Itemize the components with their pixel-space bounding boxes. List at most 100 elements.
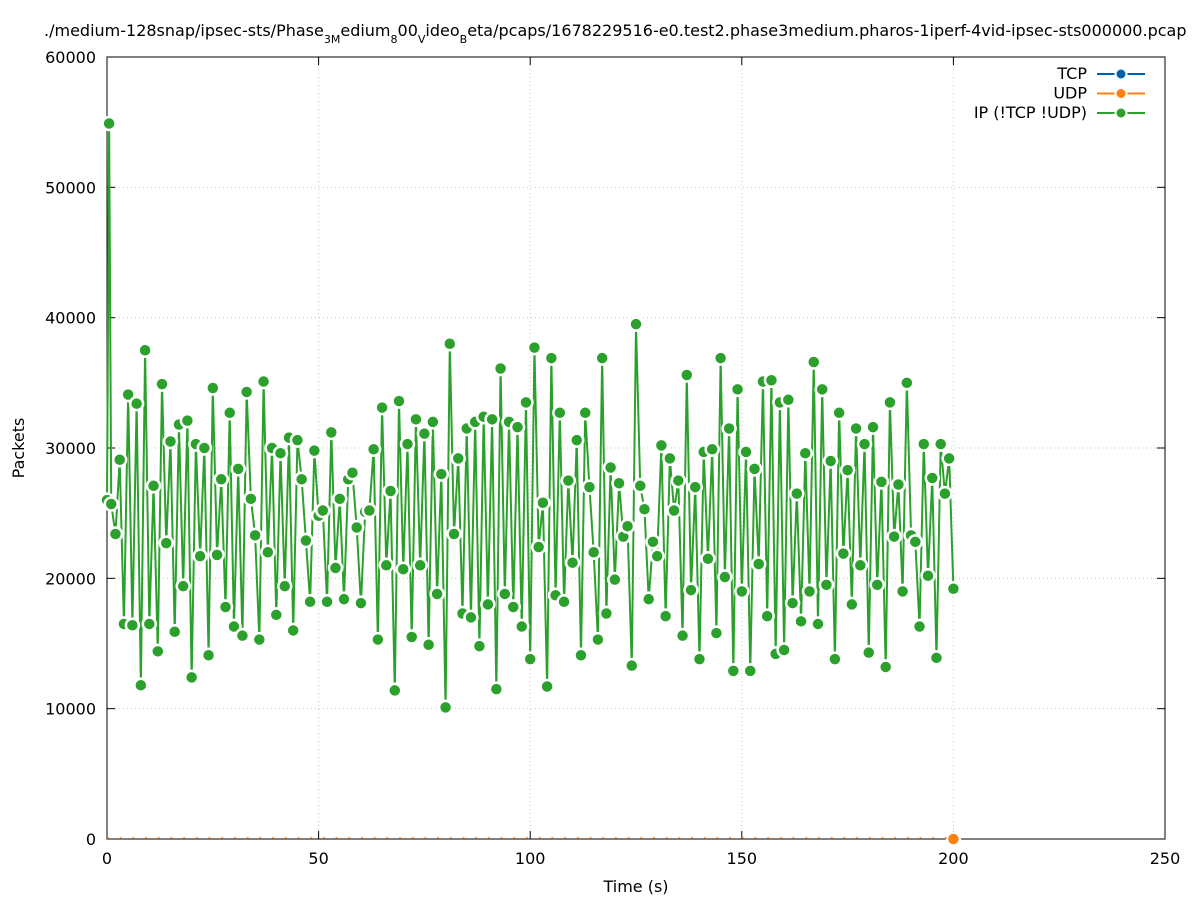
data-point xyxy=(332,491,348,507)
data-point xyxy=(865,419,881,435)
data-point xyxy=(492,360,509,377)
data-point xyxy=(861,644,877,661)
data-point xyxy=(217,599,234,615)
chart-title-part: eta/pcaps/1678229516-e0.test2.phase3medi… xyxy=(467,21,1186,40)
series-2 xyxy=(99,115,962,716)
data-point xyxy=(649,548,665,564)
data-point xyxy=(425,414,441,430)
data-point xyxy=(852,557,869,574)
data-point xyxy=(882,394,898,411)
data-point xyxy=(183,669,200,686)
data-point xyxy=(839,462,856,478)
chart-title-part: V xyxy=(418,33,426,46)
data-point xyxy=(674,627,691,644)
data-point xyxy=(619,518,636,534)
x-tick-label: 0 xyxy=(102,849,112,868)
data-point xyxy=(924,470,940,486)
data-point xyxy=(662,450,678,467)
data-point xyxy=(276,578,293,594)
chart-title-part: edium xyxy=(340,21,390,40)
y-tick-label: 30000 xyxy=(45,439,96,458)
data-point xyxy=(598,605,615,622)
x-tick-label: 100 xyxy=(515,849,546,868)
data-point xyxy=(179,412,196,429)
data-point xyxy=(581,479,598,495)
x-tick-label: 50 xyxy=(308,849,328,868)
data-point xyxy=(899,375,915,391)
data-point xyxy=(717,569,733,585)
data-point xyxy=(822,453,839,469)
data-point xyxy=(361,502,378,519)
data-point xyxy=(750,556,767,572)
data-point xyxy=(488,681,505,697)
y-tick-label: 40000 xyxy=(45,309,96,328)
data-point xyxy=(916,436,932,452)
data-point xyxy=(869,577,885,593)
data-point xyxy=(226,618,242,635)
data-point xyxy=(433,466,450,482)
x-axis-tick-labels: 0 50 100 150 200 250 xyxy=(102,849,1180,868)
x-axis-title: Time (s) xyxy=(602,877,668,896)
chart-title-part: ideo xyxy=(425,21,459,40)
data-point xyxy=(738,444,754,460)
data-point xyxy=(374,399,390,416)
data-point xyxy=(856,436,873,452)
data-point xyxy=(611,475,627,491)
data-point xyxy=(437,699,454,716)
data-point xyxy=(742,663,759,679)
data-point xyxy=(932,436,949,452)
data-point xyxy=(166,624,183,640)
data-point xyxy=(573,647,589,663)
data-point xyxy=(234,627,251,644)
data-point xyxy=(387,682,403,699)
data-point xyxy=(408,411,424,428)
data-point xyxy=(137,342,153,358)
data-point xyxy=(209,547,225,563)
data-point xyxy=(471,638,488,654)
data-point xyxy=(607,571,623,588)
data-point xyxy=(734,583,750,600)
data-point xyxy=(289,432,306,448)
y-axis-tick-labels: 0 10000 20000 30000 40000 50000 60000 xyxy=(45,48,96,849)
data-point xyxy=(298,532,314,549)
data-point xyxy=(103,496,119,512)
x-tick-label: 200 xyxy=(938,849,969,868)
data-point xyxy=(945,831,962,847)
data-point xyxy=(268,607,285,623)
legend-label: UDP xyxy=(1053,84,1087,103)
data-point xyxy=(382,483,399,499)
data-point xyxy=(365,441,382,458)
data-point xyxy=(429,586,445,602)
legend-label: TCP xyxy=(1056,64,1087,83)
data-point xyxy=(797,445,814,461)
data-point xyxy=(518,394,534,411)
data-point xyxy=(759,608,775,624)
legend-marker xyxy=(1114,67,1128,81)
y-tick-label: 10000 xyxy=(45,700,96,719)
data-point xyxy=(442,335,458,352)
data-point xyxy=(708,625,725,641)
data-point xyxy=(336,591,352,607)
data-point xyxy=(522,651,538,667)
y-tick-label: 0 xyxy=(86,830,96,849)
data-point xyxy=(569,432,585,448)
chart-title-part: ./medium-128snap/ipsec-sts/Phase xyxy=(44,21,324,40)
data-point xyxy=(556,594,572,610)
data-point xyxy=(848,420,864,437)
data-point xyxy=(594,350,610,366)
data-point xyxy=(818,577,835,593)
series-line xyxy=(106,123,955,708)
data-point xyxy=(827,651,843,667)
data-point xyxy=(526,339,543,356)
data-point xyxy=(319,594,335,610)
data-point xyxy=(196,440,213,456)
data-point xyxy=(928,650,945,666)
data-point xyxy=(315,502,331,519)
data-point xyxy=(700,551,716,567)
data-point xyxy=(251,631,268,648)
data-point xyxy=(844,596,860,613)
data-point xyxy=(679,367,695,383)
data-point xyxy=(327,560,344,576)
